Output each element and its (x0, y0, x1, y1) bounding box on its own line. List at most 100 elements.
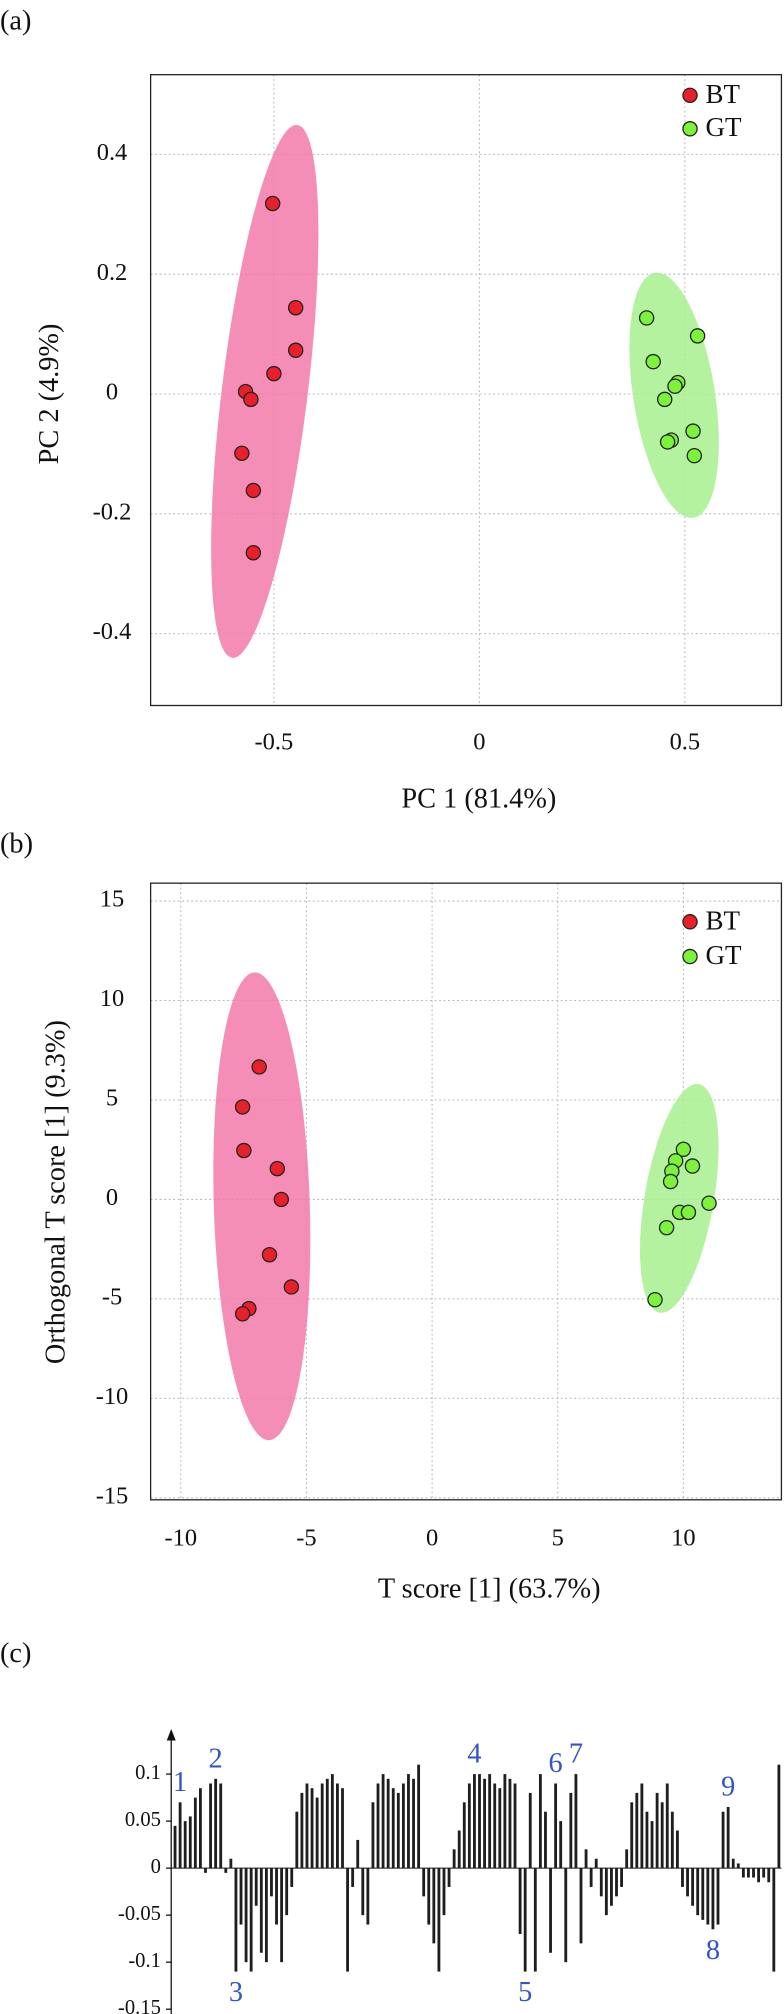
bar (462, 1802, 466, 1869)
x-tick-label: -5 (296, 1524, 316, 1551)
bar (503, 1774, 507, 1869)
legend-marker (682, 87, 698, 104)
bar (351, 1868, 355, 1887)
x-tick-label: -10 (164, 1524, 197, 1551)
bar (594, 1858, 598, 1869)
y-axis-label: PC 2 (4.9%) (34, 324, 65, 465)
y-tick-label: 0.2 (97, 259, 128, 286)
point (283, 1279, 300, 1295)
annotation: 5 (518, 1977, 532, 2008)
bar (716, 1868, 720, 1925)
bar (356, 1839, 360, 1869)
bar (224, 1868, 228, 1873)
bar (285, 1868, 289, 1916)
x-axis-label: T score [1] (63.7%) (378, 1574, 601, 1605)
bar (589, 1868, 593, 1887)
bar (711, 1868, 715, 1930)
x-tick-label: 0.5 (670, 729, 701, 756)
x-tick-label: 0 (473, 729, 485, 756)
bar (173, 1825, 177, 1869)
bar (366, 1868, 370, 1925)
bar (686, 1868, 689, 1897)
point (658, 1219, 675, 1236)
confidence-ellipse (629, 272, 719, 518)
point (685, 423, 701, 439)
bar (290, 1868, 294, 1887)
bar (396, 1792, 400, 1869)
bar (518, 1868, 522, 1934)
bar (645, 1811, 649, 1869)
bar (660, 1802, 664, 1869)
bar (447, 1868, 451, 1887)
panel-label: (a) (0, 6, 31, 37)
point (656, 391, 673, 408)
bar (670, 1811, 674, 1869)
bar (599, 1868, 603, 1897)
bar (701, 1868, 705, 1920)
bar (665, 1783, 669, 1869)
bar (747, 1868, 750, 1878)
bar (574, 1774, 578, 1869)
bar (204, 1868, 207, 1873)
point (675, 1141, 692, 1158)
point (234, 1306, 251, 1322)
bar (346, 1868, 349, 1972)
point (287, 342, 304, 358)
confidence-ellipse (211, 124, 319, 658)
bar (275, 1868, 278, 1925)
confidence-ellipse (213, 972, 311, 1441)
bar (513, 1783, 517, 1869)
y-tick-label: -0.2 (93, 498, 132, 525)
point (662, 1173, 679, 1190)
point (647, 1291, 663, 1308)
bar (675, 1830, 679, 1869)
y-tick-label: -0.1 (128, 1950, 161, 1972)
legend-label: BT (705, 905, 740, 935)
bar (264, 1868, 268, 1963)
point (659, 434, 676, 450)
x-tick-label: 10 (671, 1524, 695, 1551)
bar (640, 1783, 644, 1869)
bar (549, 1868, 552, 1953)
annotation: 1 (173, 1767, 187, 1798)
y-tick-label: 5 (106, 1085, 118, 1112)
bar (325, 1778, 329, 1869)
bar (219, 1783, 223, 1869)
bar (183, 1821, 187, 1869)
confidence-ellipse (639, 1084, 719, 1313)
bar (310, 1788, 314, 1869)
bar (417, 1764, 421, 1869)
point (684, 1158, 701, 1174)
point (234, 1099, 251, 1115)
bar (538, 1774, 542, 1869)
bar (234, 1868, 238, 1972)
y-tick-label: 0 (106, 1184, 118, 1211)
y-tick-label: 0.1 (135, 1762, 161, 1784)
bar (386, 1778, 390, 1869)
bar (437, 1868, 441, 1972)
bar (412, 1778, 415, 1869)
bar (209, 1783, 212, 1869)
y-tick-label: 15 (100, 886, 124, 913)
bar (432, 1868, 436, 1944)
bar (244, 1868, 248, 1963)
annotation: 8 (706, 1935, 720, 1966)
point (245, 545, 262, 561)
bar (473, 1774, 476, 1869)
bar (249, 1868, 253, 1972)
bar (681, 1868, 684, 1887)
bar (239, 1868, 243, 1925)
point (269, 1160, 286, 1177)
bar (736, 1863, 740, 1869)
bar (178, 1802, 182, 1869)
x-tick-label: -0.5 (255, 729, 294, 756)
plot-frame (149, 74, 783, 707)
bar (726, 1807, 730, 1869)
annotation: 7 (569, 1739, 583, 1770)
legend-marker (682, 914, 698, 930)
bar (361, 1868, 365, 1916)
bar (655, 1792, 659, 1869)
bar (254, 1868, 258, 1906)
bar (452, 1849, 456, 1869)
